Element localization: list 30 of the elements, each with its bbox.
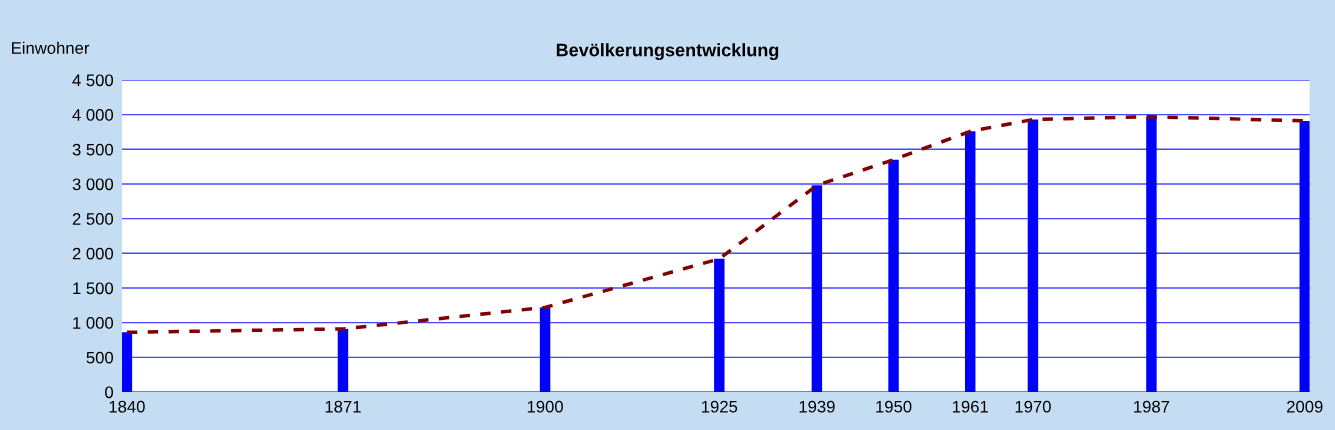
bar [888,159,899,392]
x-tick-label: 2009 [1287,400,1323,413]
x-tick-label: 1987 [1134,400,1170,413]
y-tick-label: 500 [86,351,114,364]
y-tick-label: 2 500 [72,213,114,225]
bar [1027,119,1039,392]
bar [539,307,551,392]
bar [337,328,349,392]
bar [811,185,823,392]
y-tick-label: 3 500 [72,143,114,156]
y-tick-label: 1 500 [73,282,114,295]
y-axis-title: Einwohner [12,41,90,54]
y-tick-label: 4 000 [72,109,114,121]
y-tick-label: 0 [105,386,114,399]
x-tick-label: 1961 [952,400,988,413]
x-tick-label: 1900 [527,400,563,413]
bar [1146,116,1157,392]
y-tick-label: 3 000 [72,178,114,191]
x-tick-label: 1925 [702,400,738,413]
x-tick-label: 1939 [799,400,835,413]
x-tick-label: 1970 [1015,400,1051,413]
chart-title: Bevölkerungsentwicklung [556,43,779,61]
x-tick-label: 1950 [876,400,912,413]
y-tick-label: 2 000 [72,247,114,260]
x-tick-label: 1871 [325,400,361,413]
x-tick-label: 1840 [109,400,145,413]
bar [714,258,725,392]
y-tick-label: 4 500 [72,74,114,87]
bar [964,131,976,392]
y-tick-label: 1 000 [73,317,114,329]
